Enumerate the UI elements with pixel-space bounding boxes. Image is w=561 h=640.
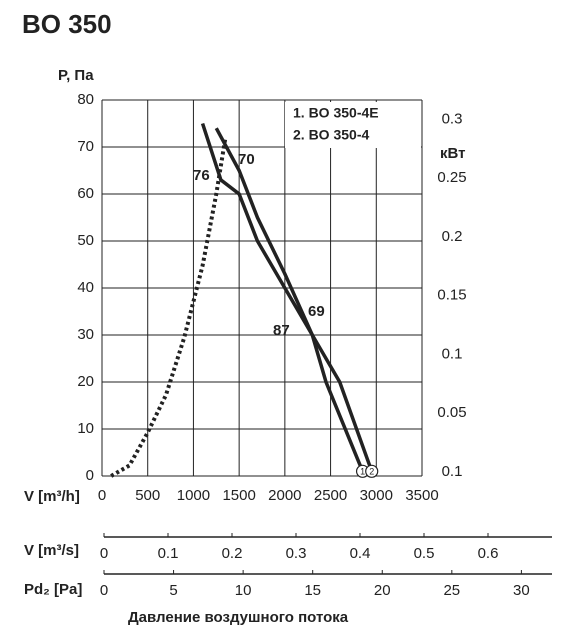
scale-tick-label: 15 xyxy=(304,582,321,599)
y-tick-label: 40 xyxy=(77,279,94,296)
scale-tick-label: 0.6 xyxy=(478,545,499,562)
curve xyxy=(200,122,365,472)
scale-tick-label: 25 xyxy=(443,582,460,599)
y-tick-label: 30 xyxy=(77,326,94,343)
y-tick-label: 70 xyxy=(77,138,94,155)
y-axis-label: P, Па xyxy=(58,67,94,84)
scale-tick-label: 0.1 xyxy=(158,545,179,562)
scale-tick-label: 0.2 xyxy=(222,545,243,562)
y-tick-label: 50 xyxy=(77,232,94,249)
scale-tick-label: 0 xyxy=(100,545,108,562)
y-tick-label: 10 xyxy=(77,420,94,437)
x-tick-label: 2500 xyxy=(314,487,347,504)
x-tick-label: 500 xyxy=(135,487,160,504)
x-tick-label: 0 xyxy=(98,487,106,504)
y2-tick-label: 0.1 xyxy=(442,463,463,480)
data-label: 87 xyxy=(273,322,290,339)
x-tick-label: 3000 xyxy=(360,487,393,504)
x-tick-label: 3500 xyxy=(405,487,438,504)
legend-entry: 1. BO 350-4E xyxy=(293,105,379,121)
data-label: 76 xyxy=(193,167,210,184)
scale-tick-label: 0.4 xyxy=(350,545,371,562)
data-label: 69 xyxy=(308,303,325,320)
end-marker xyxy=(365,464,379,478)
y2-tick-label: 0.05 xyxy=(437,404,466,421)
flow-scale-label: V [m³/s] xyxy=(24,542,79,559)
y-tick-label: 20 xyxy=(77,373,94,390)
y2-tick-label: 0.2 xyxy=(442,228,463,245)
pressure-scale-label: Pd₂ [Pa] xyxy=(24,581,82,598)
y2-tick-label: 0.25 xyxy=(437,169,466,186)
y-tick-label: 80 xyxy=(77,91,94,108)
scale-tick-label: 30 xyxy=(513,582,530,599)
legend-box xyxy=(285,102,421,148)
x-tick-label: 1000 xyxy=(177,487,210,504)
y-tick-label: 60 xyxy=(77,185,94,202)
curve xyxy=(214,127,374,472)
chart-title: BO 350 xyxy=(22,9,112,39)
y2-tick-label: 0.1 xyxy=(442,345,463,362)
end-marker-label: 2 xyxy=(369,467,374,477)
legend-entry: 2. BO 350-4 xyxy=(293,127,369,143)
scale-tick-label: 20 xyxy=(374,582,391,599)
y2-tick-label: 0.3 xyxy=(442,110,463,127)
scale-tick-label: 10 xyxy=(235,582,252,599)
x-axis-label: V [m³/h] xyxy=(24,488,80,505)
power-line xyxy=(110,137,228,478)
y2-axis-label: кВт xyxy=(440,145,466,162)
scale-tick-label: 0 xyxy=(100,582,108,599)
y-tick-label: 0 xyxy=(86,467,94,484)
caption: Давление воздушного потока xyxy=(128,609,349,626)
x-tick-label: 1500 xyxy=(222,487,255,504)
scale-tick-label: 0.5 xyxy=(414,545,435,562)
end-marker-label: 1 xyxy=(360,467,365,477)
scale-tick-label: 5 xyxy=(169,582,177,599)
y2-tick-label: 0.15 xyxy=(437,287,466,304)
data-label: 70 xyxy=(238,151,255,168)
scale-tick-label: 0.3 xyxy=(286,545,307,562)
x-tick-label: 2000 xyxy=(268,487,301,504)
